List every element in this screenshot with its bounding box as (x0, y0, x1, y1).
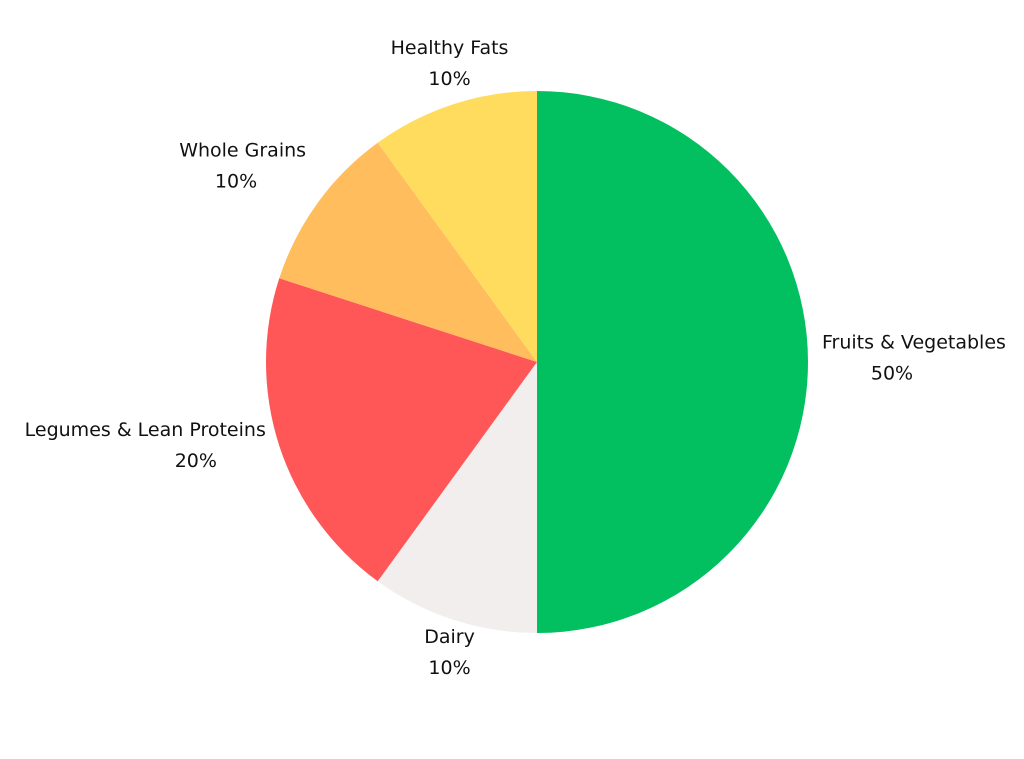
slice-percent-2: 20% (175, 450, 217, 472)
slice-label-3: Whole Grains (179, 140, 306, 162)
slice-label-1: Dairy (424, 626, 475, 648)
pie-slice-4 (377, 91, 537, 362)
pie-slice-1 (377, 362, 537, 633)
slice-label-2: Legumes & Lean Proteins (25, 419, 266, 441)
slice-label-0: Fruits & Vegetables (822, 332, 1006, 354)
pie-labels: Fruits & Vegetables 50% Dairy 10% Legumes & … (25, 37, 1006, 679)
slice-percent-3: 10% (215, 171, 257, 193)
slice-percent-0: 50% (871, 363, 913, 385)
slice-percent-4: 10% (428, 68, 470, 90)
pie-slices (266, 91, 808, 633)
pie-slice-3 (279, 142, 537, 362)
slice-percent-1: 10% (428, 657, 470, 679)
pie-slice-2 (266, 278, 537, 582)
pie-slice-0 (537, 91, 808, 633)
slice-label-4: Healthy Fats (391, 37, 509, 59)
